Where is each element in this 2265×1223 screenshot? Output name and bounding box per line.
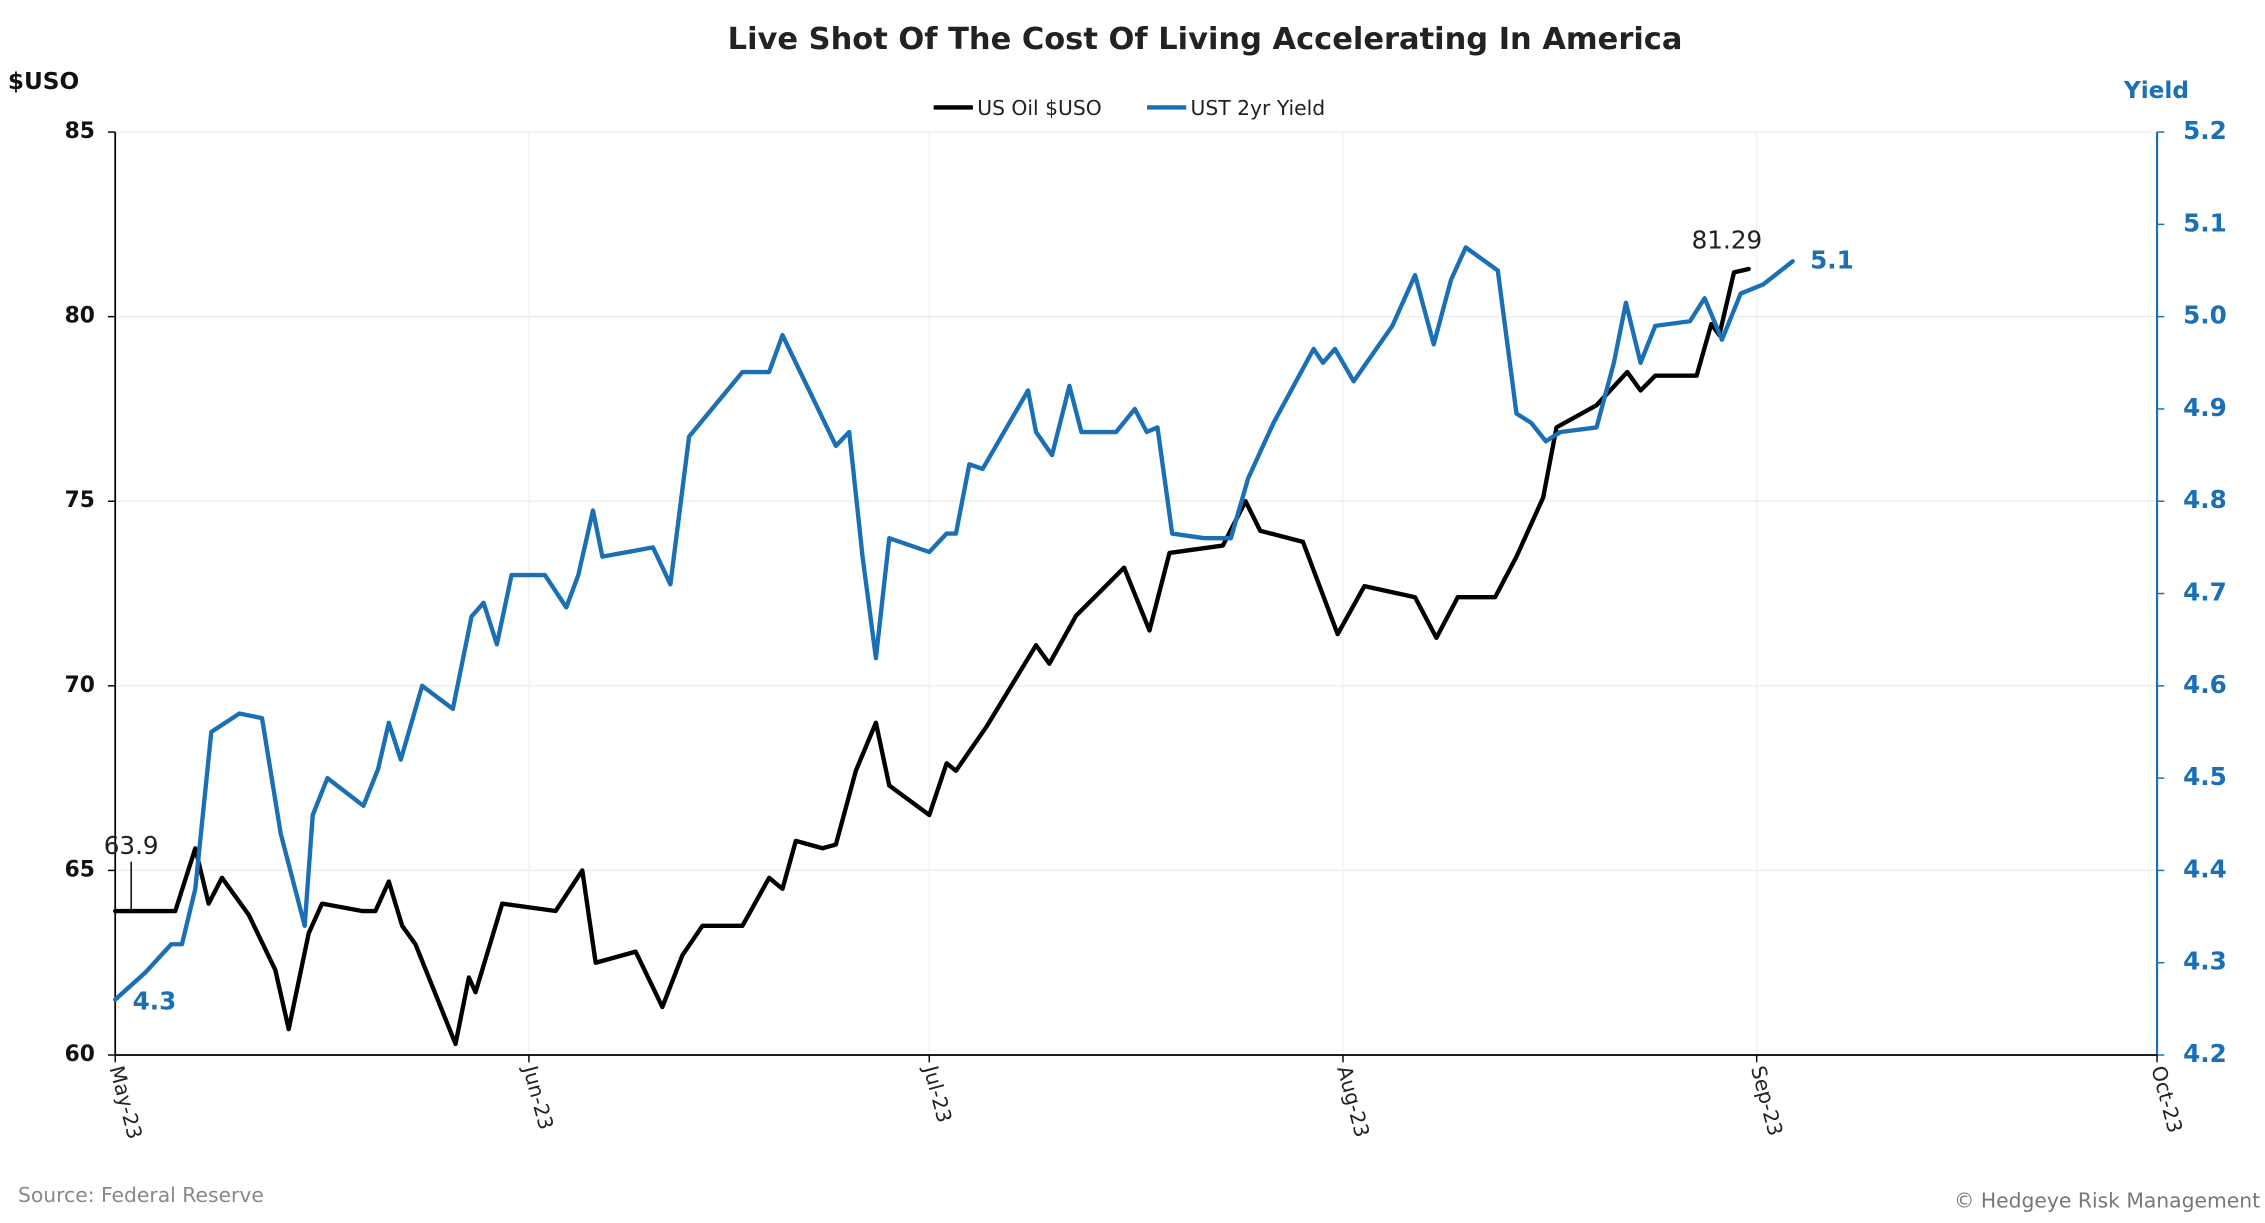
data-label: 81.29	[1692, 225, 1763, 254]
x-tick-label: Jul-23	[918, 1061, 957, 1125]
y-tick-label: 60	[65, 1042, 95, 1067]
y2-tick-label: 4.8	[2183, 485, 2227, 514]
y2-tick-label: 5.2	[2183, 116, 2227, 145]
y2-axis-label: Yield	[2123, 77, 2189, 104]
y2-tick-label: 5.1	[2183, 208, 2227, 237]
y-tick-label: 85	[65, 119, 95, 144]
x-tick-label: Jun-23	[518, 1061, 558, 1132]
source-note: Source: Federal Reserve	[18, 1183, 264, 1207]
chart-title: Live Shot Of The Cost Of Living Accelera…	[728, 22, 1683, 57]
y-tick-label: 65	[65, 857, 95, 882]
legend-label: US Oil $USO	[977, 96, 1102, 120]
y-axis-label: $USO	[8, 68, 79, 95]
y2-tick-label: 4.3	[2183, 947, 2227, 976]
y2-tick-label: 4.7	[2183, 578, 2227, 607]
y-tick-label: 80	[65, 304, 95, 329]
data-label: 63.9	[104, 831, 159, 860]
y2-tick-label: 4.9	[2183, 393, 2227, 422]
x-tick-label: Oct-23	[2146, 1063, 2187, 1135]
y-tick-label: 70	[65, 673, 95, 698]
x-tick-label: Aug-23	[1332, 1063, 1374, 1140]
y2-tick-label: 4.4	[2183, 854, 2227, 883]
credit-note: © Hedgeye Risk Management	[1954, 1189, 2260, 1213]
data-label: 4.3	[133, 987, 177, 1016]
x-tick-label: May-23	[105, 1063, 148, 1141]
y2-tick-label: 4.5	[2183, 762, 2227, 791]
y2-tick-label: 5.0	[2183, 301, 2227, 330]
legend-label: UST 2yr Yield	[1191, 96, 1326, 120]
series-line	[113, 245, 1795, 1002]
data-label: 5.1	[1810, 245, 1854, 274]
series-line	[113, 266, 1751, 1047]
y2-tick-label: 4.6	[2183, 670, 2227, 699]
y-tick-label: 75	[65, 488, 95, 513]
y2-tick-label: 4.2	[2183, 1039, 2227, 1068]
x-tick-label: Sep-23	[1746, 1063, 1788, 1138]
